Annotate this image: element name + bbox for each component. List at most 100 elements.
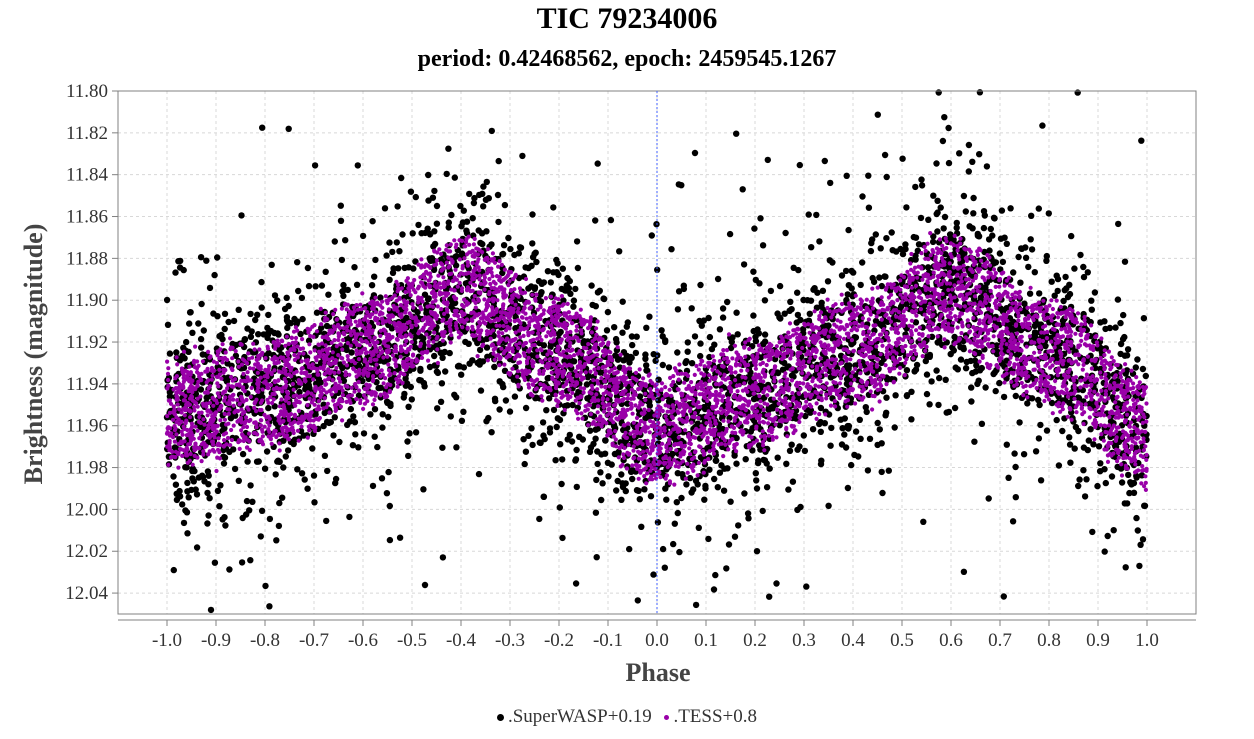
superwasp-point xyxy=(1031,269,1039,276)
tess-point xyxy=(281,418,286,424)
superwasp-point xyxy=(874,111,881,118)
superwasp-point xyxy=(600,295,607,302)
superwasp-point xyxy=(475,470,483,478)
superwasp-point xyxy=(647,493,655,500)
superwasp-point xyxy=(525,285,532,292)
superwasp-point xyxy=(702,485,709,492)
superwasp-point xyxy=(282,453,289,460)
superwasp-point xyxy=(284,324,291,332)
superwasp-point xyxy=(1066,290,1074,298)
superwasp-point xyxy=(226,566,233,573)
superwasp-point xyxy=(965,168,972,175)
superwasp-point xyxy=(654,519,662,526)
tess-point xyxy=(277,404,282,409)
superwasp-point xyxy=(933,160,940,167)
superwasp-point xyxy=(878,282,885,290)
superwasp-point xyxy=(1119,335,1127,343)
superwasp-point xyxy=(759,242,767,249)
superwasp-point xyxy=(982,384,989,391)
superwasp-point xyxy=(395,265,402,272)
tess-point xyxy=(770,434,775,439)
tess-point xyxy=(726,447,731,452)
superwasp-point xyxy=(244,458,251,465)
superwasp-point xyxy=(930,192,937,199)
superwasp-point xyxy=(214,487,222,495)
tess-point xyxy=(1129,429,1134,434)
superwasp-point xyxy=(500,383,507,391)
superwasp-point xyxy=(594,460,601,468)
superwasp-point xyxy=(183,509,191,516)
superwasp-point xyxy=(547,279,554,286)
tess-point xyxy=(244,424,250,430)
superwasp-point xyxy=(634,597,641,604)
superwasp-point xyxy=(789,478,797,485)
superwasp-point xyxy=(661,564,668,571)
superwasp-point xyxy=(379,424,386,431)
superwasp-point xyxy=(1134,356,1141,363)
superwasp-point xyxy=(349,442,357,449)
superwasp-point xyxy=(259,124,266,131)
superwasp-point xyxy=(1132,364,1140,371)
superwasp-point xyxy=(970,210,977,217)
superwasp-point xyxy=(433,220,441,227)
superwasp-point xyxy=(1089,528,1096,536)
superwasp-point xyxy=(985,236,993,243)
superwasp-point xyxy=(740,261,748,268)
tess-point xyxy=(636,456,642,461)
superwasp-point xyxy=(962,365,970,372)
superwasp-point xyxy=(845,282,852,289)
superwasp-point xyxy=(613,487,620,494)
superwasp-point xyxy=(597,469,604,476)
superwasp-point xyxy=(204,489,211,497)
superwasp-point xyxy=(763,460,770,467)
tess-point xyxy=(749,435,754,440)
superwasp-point xyxy=(1035,435,1043,442)
tess-point xyxy=(500,331,505,336)
superwasp-point xyxy=(971,438,978,445)
superwasp-point xyxy=(1077,251,1084,259)
superwasp-point xyxy=(187,309,194,316)
superwasp-point xyxy=(294,259,301,266)
superwasp-point xyxy=(550,204,557,211)
superwasp-point xyxy=(546,425,554,432)
superwasp-point xyxy=(170,473,177,480)
superwasp-point xyxy=(305,337,313,344)
tess-point xyxy=(816,384,822,389)
tess-point xyxy=(807,402,812,407)
superwasp-point xyxy=(903,204,910,211)
superwasp-point xyxy=(462,338,469,346)
tess-point xyxy=(1028,285,1033,290)
tess-point xyxy=(951,265,957,270)
superwasp-point xyxy=(560,297,567,304)
superwasp-point xyxy=(1108,473,1116,480)
superwasp-point xyxy=(276,346,283,353)
superwasp-point xyxy=(975,233,983,240)
superwasp-point xyxy=(837,416,844,423)
superwasp-point xyxy=(1060,297,1067,305)
superwasp-point xyxy=(265,404,272,412)
superwasp-point xyxy=(205,512,212,519)
superwasp-point xyxy=(1026,290,1034,297)
superwasp-point xyxy=(283,294,290,301)
superwasp-point xyxy=(173,349,180,356)
superwasp-point xyxy=(417,367,424,374)
superwasp-point xyxy=(248,328,255,335)
superwasp-point xyxy=(1072,423,1080,431)
superwasp-point xyxy=(1136,562,1143,570)
tess-point xyxy=(870,306,876,311)
superwasp-point xyxy=(891,424,898,431)
superwasp-point xyxy=(309,445,316,452)
superwasp-point xyxy=(255,331,262,338)
tess-point xyxy=(354,397,359,402)
tess-point xyxy=(813,354,818,359)
superwasp-point xyxy=(1003,240,1010,247)
superwasp-point xyxy=(491,363,498,371)
superwasp-point xyxy=(987,225,994,233)
superwasp-point xyxy=(936,374,943,382)
superwasp-point xyxy=(439,354,446,361)
superwasp-point xyxy=(720,487,728,494)
superwasp-point xyxy=(528,425,535,432)
superwasp-point xyxy=(420,486,427,493)
superwasp-point xyxy=(970,194,977,202)
superwasp-point xyxy=(695,524,702,531)
